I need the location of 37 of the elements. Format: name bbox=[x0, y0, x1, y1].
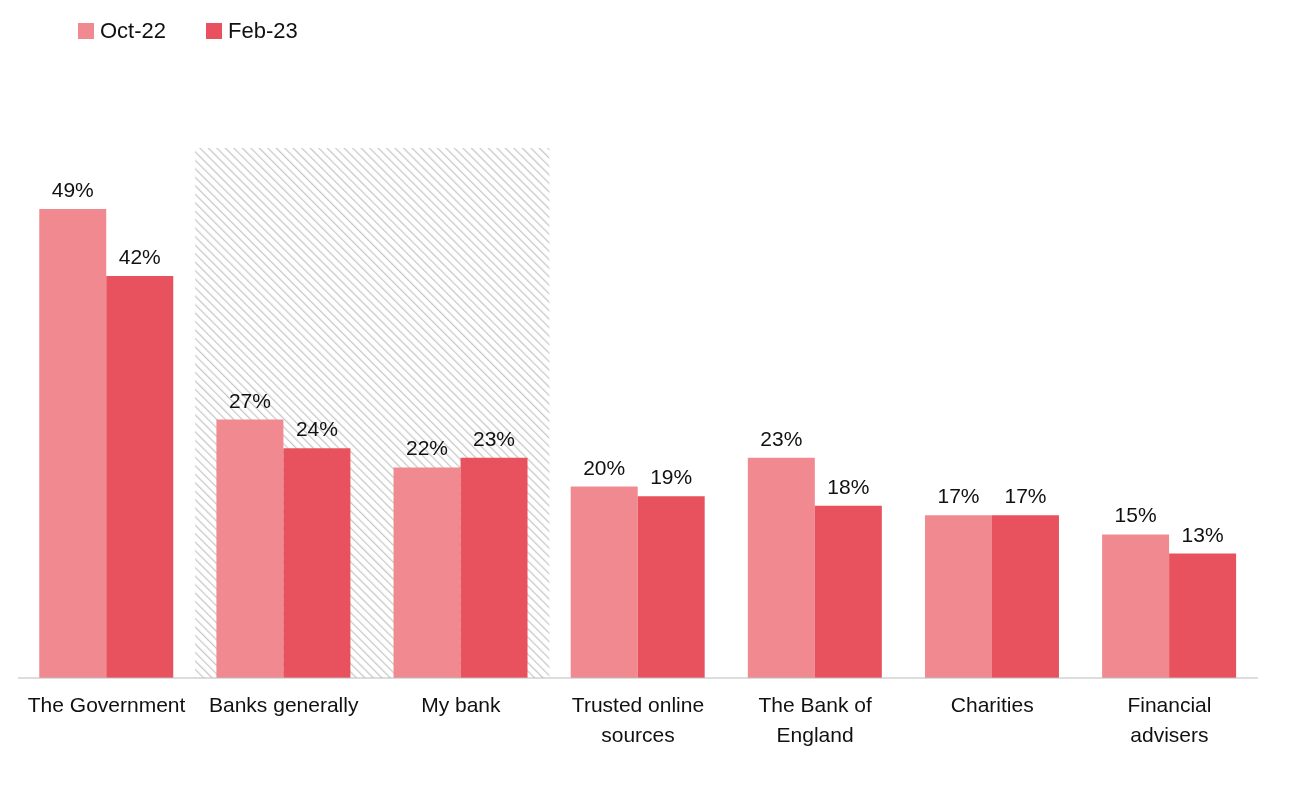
bar bbox=[924, 515, 992, 678]
bar bbox=[39, 208, 107, 678]
data-label: 17% bbox=[1004, 484, 1047, 508]
data-label: 13% bbox=[1181, 522, 1224, 546]
bar bbox=[570, 486, 638, 678]
bar bbox=[216, 419, 284, 678]
data-label: 22% bbox=[406, 436, 449, 460]
data-label: 24% bbox=[295, 417, 338, 441]
x-tick-label: Financial advisers bbox=[1127, 693, 1212, 746]
bar bbox=[747, 457, 815, 678]
x-tick-label: Charities bbox=[950, 693, 1034, 716]
data-label: 18% bbox=[827, 474, 870, 498]
legend-label: Feb-23 bbox=[227, 18, 298, 44]
x-tick-label: Banks generally bbox=[209, 693, 359, 716]
bar bbox=[460, 457, 528, 678]
bar bbox=[991, 515, 1059, 678]
x-tick-label: My bank bbox=[421, 693, 502, 716]
data-label: 49% bbox=[51, 177, 94, 201]
data-label: 17% bbox=[937, 484, 980, 508]
legend-label: Oct-22 bbox=[99, 18, 167, 44]
data-label: 20% bbox=[583, 455, 626, 479]
data-label: 27% bbox=[228, 388, 271, 412]
bar bbox=[393, 467, 461, 678]
bar bbox=[637, 496, 705, 678]
data-label: 42% bbox=[118, 244, 161, 268]
x-tick-label: The Government bbox=[27, 693, 186, 716]
bar bbox=[283, 448, 351, 678]
data-label: 15% bbox=[1114, 503, 1157, 527]
data-label: 23% bbox=[760, 426, 803, 450]
bar bbox=[1102, 534, 1170, 678]
x-tick-label: The Bank of England bbox=[758, 693, 872, 746]
x-tick-label: Trusted online sources bbox=[571, 693, 705, 746]
bar bbox=[106, 275, 174, 678]
bar bbox=[814, 505, 882, 678]
data-label: 19% bbox=[650, 465, 693, 489]
data-label: 23% bbox=[473, 426, 516, 450]
bar bbox=[1169, 553, 1237, 678]
